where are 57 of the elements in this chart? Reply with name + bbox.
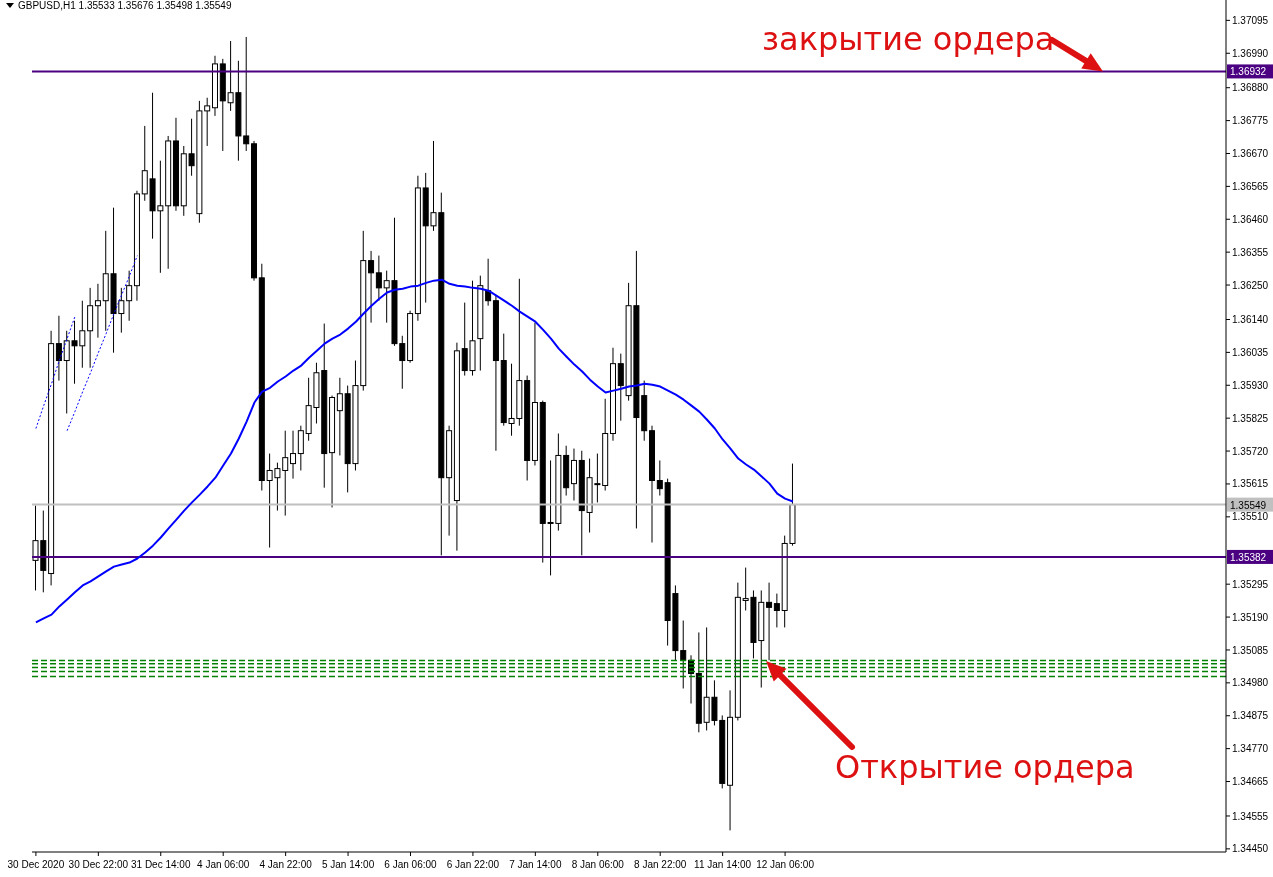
y-tick-label: 1.36880	[1232, 82, 1269, 94]
x-tick-label: 8 Jan 06:00	[571, 859, 625, 870]
candlestick	[94, 283, 101, 339]
annotation: закрытие ордера	[762, 20, 1055, 58]
ref-line-label: 1.35549	[1230, 499, 1267, 511]
candlestick	[570, 448, 577, 502]
candlestick	[336, 377, 343, 456]
x-tick-label: 7 Jan 14:00	[509, 859, 562, 870]
y-tick-label: 1.36990	[1232, 47, 1269, 59]
y-tick-label: 1.35930	[1232, 379, 1269, 391]
ref-line-label: 1.35382	[1230, 551, 1267, 563]
line-series	[35, 316, 76, 430]
y-tick-label: 1.36035	[1232, 346, 1269, 358]
y-tick-label: 1.34450	[1232, 843, 1269, 855]
x-tick-label: 6 Jan 06:00	[384, 859, 438, 870]
chart-title: GBPUSD,H1 1.35533 1.35676 1.35498 1.35549	[18, 0, 232, 11]
y-tick-label: 1.36250	[1232, 279, 1269, 291]
candlestick	[766, 582, 773, 661]
y-tick-label: 1.37095	[1232, 14, 1269, 26]
y-tick-label: 1.36140	[1232, 314, 1269, 326]
candlestick	[290, 430, 297, 480]
y-tick-label: 1.35510	[1232, 511, 1269, 523]
y-tick-label: 1.36460	[1232, 213, 1269, 225]
y-tick-label: 1.35190	[1232, 611, 1269, 623]
x-tick-label: 8 Jan 22:00	[634, 859, 687, 870]
y-tick-label: 1.36775	[1232, 115, 1269, 127]
x-tick-label: 30 Dec 22:00	[68, 859, 129, 870]
x-tick-label: 4 Jan 22:00	[259, 859, 313, 870]
y-tick-label: 1.35085	[1232, 644, 1269, 656]
x-tick-label: 30 Dec 2020	[7, 859, 65, 870]
x-tick-label: 5 Jan 14:00	[321, 859, 375, 870]
x-tick-label: 31 Dec 14:00	[131, 859, 191, 870]
y-tick-label: 1.36565	[1232, 180, 1269, 192]
y-tick-label: 1.34770	[1232, 743, 1269, 755]
x-tick-label: 11 Jan 14:00	[694, 859, 752, 870]
y-tick-label: 1.34665	[1232, 776, 1269, 788]
y-tick-label: 1.34555	[1232, 810, 1269, 822]
line-series	[34, 278, 794, 624]
y-tick-label: 1.35825	[1232, 412, 1269, 424]
annotation: Открытие ордера	[835, 748, 1135, 786]
y-tick-label: 1.35295	[1232, 578, 1269, 590]
x-tick-label: 4 Jan 06:00	[197, 859, 250, 870]
candlestick	[368, 250, 375, 324]
x-tick-label: 12 Jan 06:00	[756, 859, 815, 870]
candlestick	[55, 315, 62, 382]
candlestick	[126, 270, 133, 322]
y-tick-label: 1.34980	[1232, 677, 1269, 689]
line-series	[66, 255, 138, 432]
y-tick-label: 1.35615	[1232, 478, 1269, 490]
y-tick-label: 1.35720	[1232, 445, 1269, 457]
candlestick	[375, 255, 382, 302]
y-tick-label: 1.36670	[1232, 148, 1269, 160]
candlestick	[773, 593, 780, 628]
y-tick-label: 1.34875	[1232, 710, 1269, 722]
y-tick-label: 1.36355	[1232, 246, 1269, 258]
x-tick-label: 6 Jan 22:00	[446, 859, 500, 870]
ref-line-label: 1.36932	[1230, 66, 1267, 78]
